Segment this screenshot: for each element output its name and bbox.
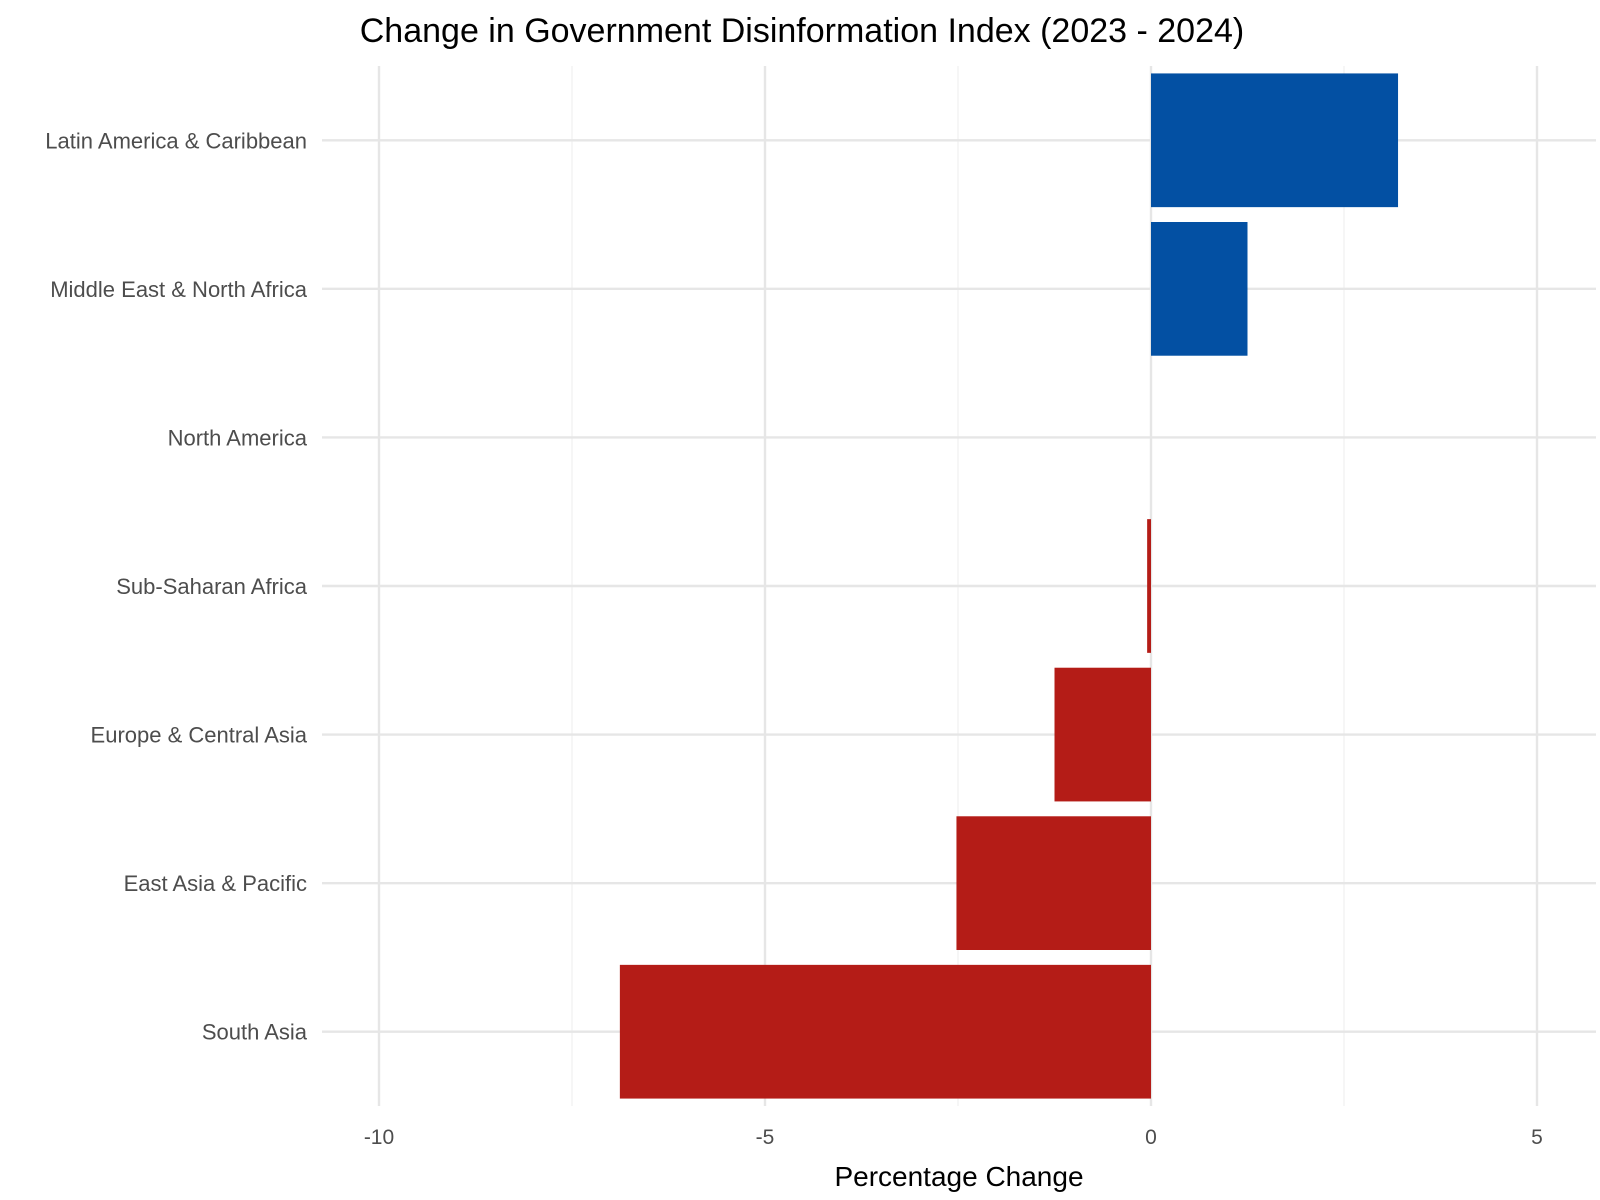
category-label: Middle East & North Africa — [50, 277, 308, 302]
bar-latin-america-caribbean — [1151, 73, 1399, 208]
x-tick-label: 5 — [1531, 1126, 1543, 1149]
category-label: Europe & Central Asia — [91, 723, 308, 748]
bar-europe-central-asia — [1054, 667, 1151, 802]
category-labels: Latin America & Caribbean Middle East & N… — [45, 128, 307, 1044]
category-label: South Asia — [202, 1020, 308, 1045]
bar-east-asia-pacific — [956, 816, 1151, 950]
x-tick-label: -5 — [756, 1126, 775, 1149]
x-tick-labels: -10 -5 0 5 — [364, 1126, 1543, 1149]
bar-middle-east-north-africa — [1151, 222, 1248, 356]
bar-sub-saharan-africa — [1147, 519, 1151, 653]
category-label: Latin America & Caribbean — [45, 128, 307, 153]
category-label: North America — [168, 425, 308, 450]
bars — [619, 73, 1399, 1099]
x-tick-label: 0 — [1145, 1126, 1157, 1149]
x-axis-title: Percentage Change — [834, 1161, 1083, 1192]
x-tick-label: -10 — [364, 1126, 394, 1149]
chart-title: Change in Government Disinformation Inde… — [360, 12, 1244, 50]
category-label: Sub-Saharan Africa — [116, 574, 308, 599]
bar-south-asia — [619, 964, 1151, 1099]
category-label: East Asia & Pacific — [124, 871, 307, 896]
